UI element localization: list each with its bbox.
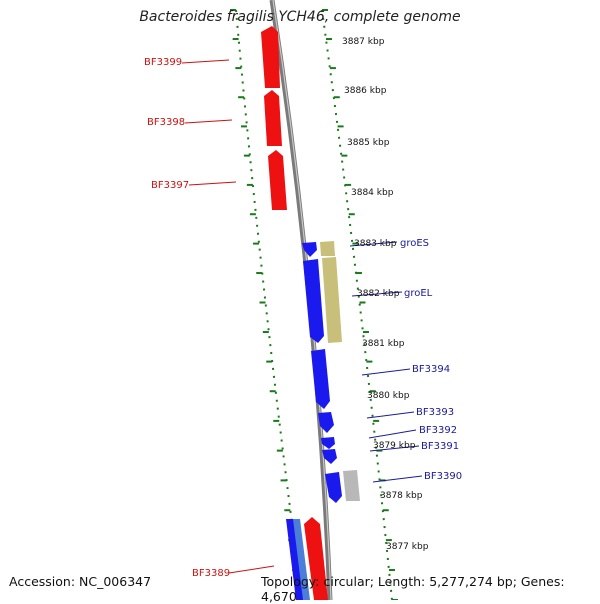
olive-feature-groes [320,241,335,256]
gene-label-bf3398: BF3398 [147,117,185,128]
gene-bf3393 [318,412,334,433]
gene-bf3389-blue [286,519,305,600]
scale-label: 3883 kbp [354,239,397,249]
scale-label: 3884 kbp [351,188,394,198]
gene-bf3389-red [304,517,328,600]
scale-label: 3878 kbp [380,491,423,501]
olive-feature-groel [322,257,342,343]
leader-lines [181,59,423,574]
gene-labels: BF3399 BF3398 BF3397 groES groEL BF3394 … [144,57,462,579]
gene-bf3389-steel [293,519,310,600]
ruler-ticks [230,9,398,600]
gene-label-bf3392: BF3392 [419,425,457,436]
scale-label: 3880 kbp [367,391,410,401]
gene-bf3397 [268,150,287,210]
gene-label-bf3391: BF3391 [421,441,459,452]
gene-label-groes: groES [400,238,429,249]
gene-groes [302,242,317,257]
gene-bf3392 [321,437,335,449]
gene-label-bf3393: BF3393 [416,407,454,418]
map-title: Bacteroides fragilis YCH46, complete gen… [139,9,461,25]
scale-label: 3877 kbp [386,542,429,552]
scale-label: 3879 kbp [373,441,416,451]
gene-label-bf3394: BF3394 [412,364,450,375]
backbone-highlight [272,0,332,600]
gene-groel [303,259,324,343]
ruler-left [235,9,303,600]
gene-label-bf3399: BF3399 [144,57,182,68]
gene-bf3394 [311,349,330,409]
gene-label-bf3397: BF3397 [151,180,189,191]
scale-label: 3885 kbp [347,138,390,148]
gene-label-bf3389: BF3389 [192,568,230,579]
scale-label: 3881 kbp [362,339,405,349]
gene-bf3390 [325,472,342,503]
genome-backbone [269,0,333,600]
gene-bf3391 [322,449,337,464]
gene-bf3398 [264,90,282,146]
gene-label-bf3390: BF3390 [424,471,462,482]
gray-feature-bf3390 [343,470,360,501]
gene-bf3399 [261,26,280,88]
scale-label: 3886 kbp [344,86,387,96]
accession-text: Accession: NC_006347 [9,574,152,589]
scale-label: 3887 kbp [342,37,385,47]
scale-labels: 3887 kbp 3886 kbp 3885 kbp 3884 kbp 3883… [342,37,429,552]
gene-label-groel: groEL [404,288,433,299]
scale-label: 3882 kbp [357,289,400,299]
